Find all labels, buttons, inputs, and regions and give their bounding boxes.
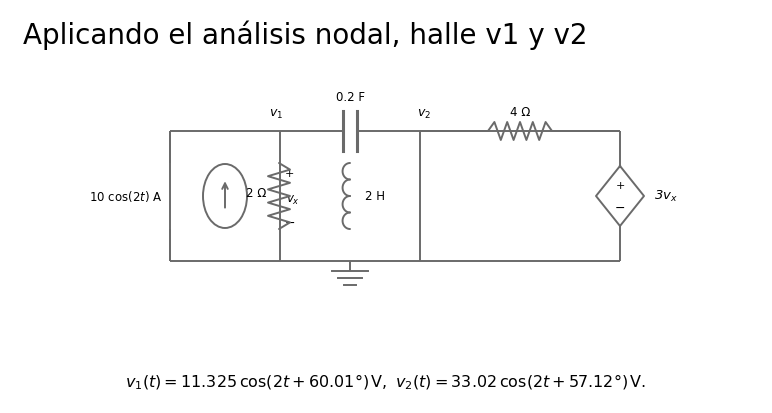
Text: −: −: [285, 216, 296, 230]
Text: $v_1(t) = 11.325\,\cos(2t + 60.01°)\,\mathrm{V},\ v_2(t) = 33.02\,\cos(2t + 57.1: $v_1(t) = 11.325\,\cos(2t + 60.01°)\,\ma…: [125, 373, 647, 392]
Text: +: +: [285, 169, 294, 179]
Text: $v_1$: $v_1$: [269, 108, 283, 121]
Text: −: −: [615, 202, 625, 214]
Text: $v_x$: $v_x$: [286, 193, 300, 206]
Text: 3$v_x$: 3$v_x$: [654, 188, 678, 204]
Text: 4 Ω: 4 Ω: [510, 106, 530, 119]
Text: $v_2$: $v_2$: [417, 108, 431, 121]
Text: +: +: [615, 181, 625, 191]
Text: Aplicando el análisis nodal, halle v1 y v2: Aplicando el análisis nodal, halle v1 y …: [23, 21, 587, 50]
Text: 10 cos(2$t$) A: 10 cos(2$t$) A: [89, 188, 162, 204]
Text: 0.2 F: 0.2 F: [336, 91, 364, 104]
Text: 2 H: 2 H: [365, 190, 385, 202]
Text: 2 Ω: 2 Ω: [245, 187, 266, 199]
